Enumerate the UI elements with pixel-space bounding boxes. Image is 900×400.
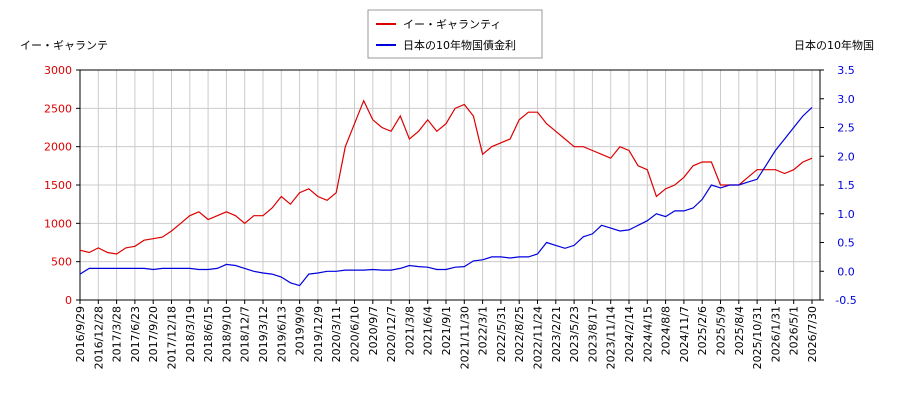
x-tick-label: 2017/3/28 <box>111 306 124 362</box>
x-tick-label: 2016/9/29 <box>74 306 87 362</box>
x-tick-label: 2020/6/10 <box>349 306 362 362</box>
y-tick-label: 1500 <box>44 179 72 192</box>
x-tick-label: 2024/4/15 <box>641 306 654 362</box>
series-line <box>79 99 813 255</box>
x-tick-label: 2020/3/11 <box>330 306 343 362</box>
x-tick-label: 2017/9/20 <box>147 306 160 362</box>
legend-box <box>367 9 543 59</box>
x-tick-label: 2020/12/7 <box>385 306 398 362</box>
y2-tick-label: 0.5 <box>837 237 855 250</box>
x-tick-label: 2023/11/14 <box>605 306 618 369</box>
x-tick-label: 2021/6/4 <box>422 306 435 355</box>
x-tick-label: 2018/9/10 <box>220 306 233 362</box>
x-tick-label: 2016/12/28 <box>92 306 105 369</box>
x-tick-label: 2021/9/1 <box>440 306 453 355</box>
y-axis-label: イー・ギャランテ <box>20 39 108 52</box>
series-line <box>79 106 813 287</box>
x-tick-label: 2022/3/1 <box>477 306 490 355</box>
y2-tick-label: 2.5 <box>837 122 855 135</box>
y-tick-label: 0 <box>65 294 72 307</box>
x-tick-label: 2024/2/14 <box>623 306 636 362</box>
x-tick-label: 2025/10/31 <box>751 306 764 369</box>
y2-tick-label: 3.0 <box>837 93 855 106</box>
x-tick-label: 2023/8/17 <box>586 306 599 362</box>
y-tick-label: 2500 <box>44 102 72 115</box>
x-tick-label: 2019/6/13 <box>275 306 288 362</box>
x-tick-label: 2019/3/12 <box>257 306 270 362</box>
y2-tick-label: -0.5 <box>835 294 856 307</box>
y2-tick-label: 0.0 <box>837 265 855 278</box>
y-tick-label: 3000 <box>44 64 72 77</box>
x-tick-label: 2018/6/15 <box>202 306 215 362</box>
x-tick-label: 2022/5/31 <box>495 306 508 362</box>
x-tick-label: 2020/9/7 <box>367 306 380 355</box>
x-tick-label: 2025/2/6 <box>696 306 709 355</box>
x-tick-label: 2023/5/23 <box>568 306 581 362</box>
x-tick-label: 2018/3/19 <box>184 306 197 362</box>
x-tick-label: 2017/12/18 <box>166 306 179 369</box>
y-tick-label: 2000 <box>44 141 72 154</box>
x-tick-label: 2026/5/1 <box>788 306 801 355</box>
y-tick-label: 1000 <box>44 217 72 230</box>
y2-tick-label: 2.0 <box>837 150 855 163</box>
legend-label: イー・ギャランティ <box>403 18 501 31</box>
y-tick-label: 500 <box>51 256 72 269</box>
y2-tick-label: 1.5 <box>837 179 855 192</box>
x-tick-label: 2017/6/23 <box>129 306 142 362</box>
y2-axis-label: 日本の10年物国 <box>794 38 874 52</box>
legend-label: 日本の10年物国債金利 <box>403 38 516 52</box>
x-tick-label: 2021/3/8 <box>403 306 416 355</box>
x-tick-label: 2022/8/25 <box>513 306 526 362</box>
y2-tick-label: 1.0 <box>837 208 855 221</box>
x-tick-label: 2022/11/24 <box>532 306 545 369</box>
x-tick-label: 2026/7/30 <box>806 306 819 362</box>
y2-tick-label: 3.5 <box>837 64 855 77</box>
x-tick-label: 2019/12/9 <box>312 306 325 362</box>
x-tick-label: 2025/8/4 <box>733 306 746 355</box>
x-tick-label: 2021/11/30 <box>458 306 471 369</box>
x-tick-label: 2025/5/9 <box>715 306 728 355</box>
x-tick-label: 2024/11/7 <box>678 306 691 362</box>
x-tick-label: 2019/9/9 <box>294 306 307 355</box>
x-tick-label: 2023/2/21 <box>550 306 563 362</box>
x-tick-label: 2026/1/31 <box>769 306 782 362</box>
x-tick-label: 2018/12/7 <box>239 306 252 362</box>
x-tick-label: 2024/8/8 <box>660 306 673 355</box>
